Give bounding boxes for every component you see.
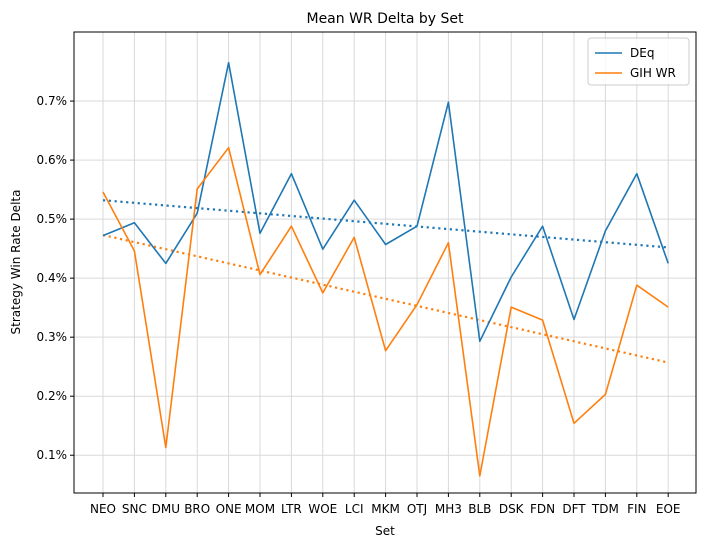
legend-label: GIH WR [630, 66, 676, 80]
x-ticks: NEO SNC DMU BRO ONE MOM LTR WOE LCI MKM OTJ MH3 BLB D… [90, 493, 681, 516]
series-line [102, 61, 669, 343]
series-lines [102, 61, 669, 477]
x-tick-label: MOM [245, 502, 275, 516]
y-tick-label: 0.3% [37, 330, 68, 344]
x-tick-label: FIN [627, 502, 646, 516]
plot-frame [73, 31, 697, 494]
y-tick-label: 0.1% [37, 448, 68, 462]
x-tick-label: TDM [591, 502, 619, 516]
trendline [102, 199, 669, 249]
x-tick-label: FDN [530, 502, 555, 516]
x-tick-label: OTJ [407, 502, 427, 516]
chart-title: Mean WR Delta by Set [306, 11, 464, 27]
x-tick-label: MKM [371, 502, 400, 516]
x-tick-label: LTR [281, 502, 302, 516]
x-tick-label: DFT [562, 502, 586, 516]
x-tick-label: DMU [152, 502, 180, 516]
x-tick-label: ONE [216, 502, 242, 516]
x-axis-label: Set [375, 524, 395, 538]
series-line [102, 146, 669, 477]
x-tick-label: BLB [468, 502, 491, 516]
x-tick-label: DSK [499, 502, 525, 516]
y-axis-label: Strategy Win Rate Delta [9, 190, 23, 335]
y-tick-label: 0.4% [37, 271, 68, 285]
y-tick-label: 0.6% [37, 153, 68, 167]
x-tick-label: BRO [184, 502, 210, 516]
x-tick-label: SNC [122, 502, 147, 516]
y-tick-label: 0.2% [37, 389, 68, 403]
y-ticks: 0.1% 0.2% 0.3% 0.4% 0.5% 0.6% 0.7% [37, 94, 74, 462]
trendline [102, 233, 669, 364]
grid [74, 32, 696, 493]
x-tick-label: WOE [308, 502, 337, 516]
trendlines [102, 199, 669, 364]
y-tick-label: 0.5% [37, 212, 68, 226]
legend-label: DEq [630, 46, 654, 60]
legend: DEq GIH WR [587, 37, 690, 86]
x-tick-label: NEO [90, 502, 116, 516]
x-tick-label: EOE [656, 502, 681, 516]
y-tick-label: 0.7% [37, 94, 68, 108]
x-tick-label: MH3 [435, 502, 462, 516]
x-tick-label: LCI [345, 502, 364, 516]
